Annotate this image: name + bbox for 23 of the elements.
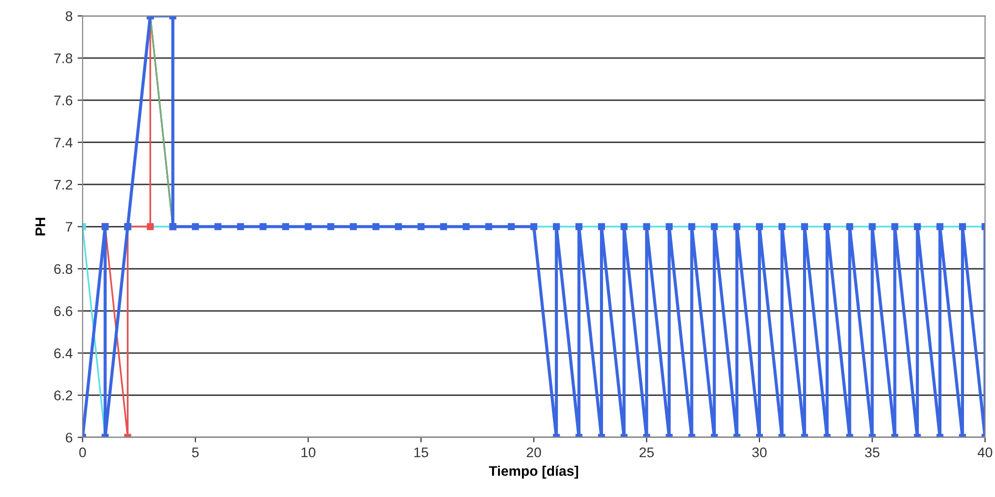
y-tick-label: 6.8 [54, 264, 72, 274]
y-tick-label: 7.8 [54, 53, 72, 64]
y-tick-label: 6 [66, 432, 72, 443]
y-tick-label: 8 [66, 11, 72, 22]
y-tick-label: 7.2 [54, 180, 72, 190]
x-tick-label: 20 [526, 447, 541, 458]
x-tick-label: 30 [752, 447, 767, 458]
x-tick-label: 25 [640, 447, 654, 458]
x-tick-label: 0 [79, 447, 86, 458]
x-axis-title: Tiempo [días] [488, 466, 578, 479]
y-axis-title: PH [36, 218, 46, 236]
y-tick-label: 7.6 [54, 96, 72, 106]
point [146, 223, 154, 230]
y-tick-label: 7 [66, 222, 72, 232]
x-tick-label: 40 [978, 447, 992, 458]
y-tick-label: 6.4 [54, 348, 72, 358]
x-tick-label: 10 [302, 447, 316, 458]
y-tick-label: 6.2 [54, 390, 72, 400]
x-tick-label: 5 [192, 448, 199, 458]
y-tick-label: 6.6 [54, 306, 72, 316]
x-tick-label: 35 [865, 447, 880, 458]
y-tick-label: 7.4 [54, 138, 72, 148]
x-tick-label: 15 [414, 448, 428, 458]
